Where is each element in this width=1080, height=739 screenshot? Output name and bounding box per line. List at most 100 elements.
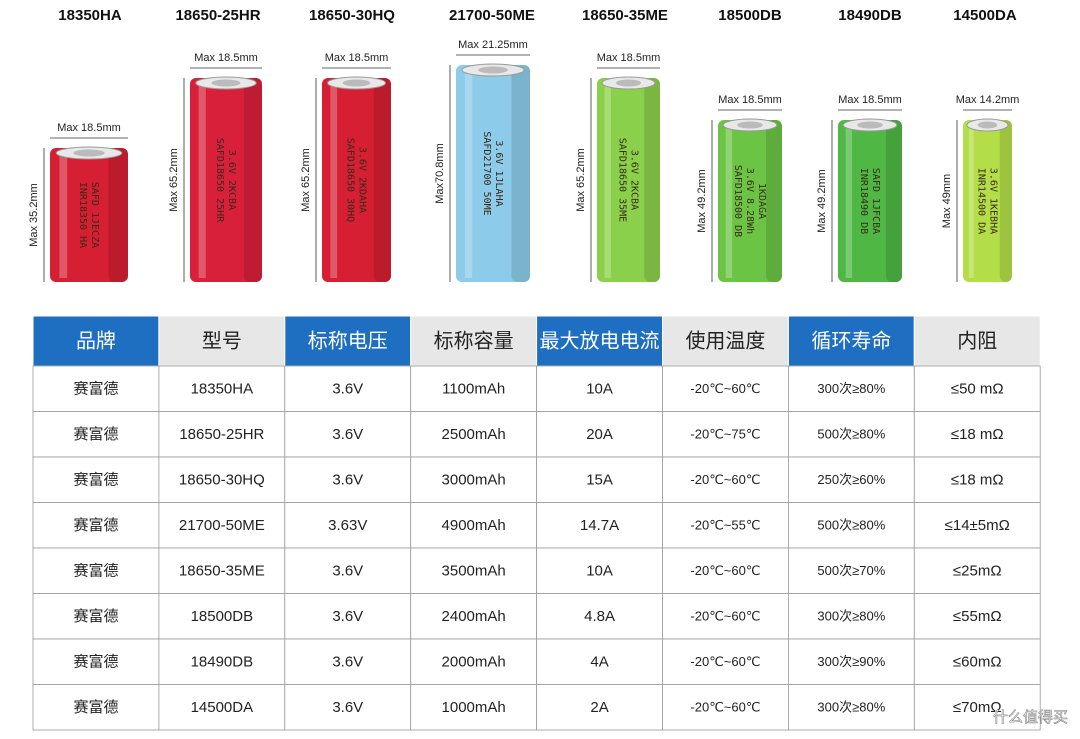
cell-print: SAFD 1JFCBA xyxy=(870,168,881,234)
cell-text: 2500mAh xyxy=(442,426,506,443)
battery-shade xyxy=(373,78,391,282)
cell-text: 赛富德 xyxy=(73,607,118,625)
table-cell xyxy=(158,547,286,594)
cell-text: 3.6V xyxy=(332,426,363,443)
cell-text: ≤14±5mΩ xyxy=(945,517,1010,534)
width-label: Max 18.5mm xyxy=(194,52,258,64)
cell-text: 500次≥80% xyxy=(817,518,885,533)
cell-text: ≤25mΩ xyxy=(953,563,1002,580)
cell-print: SAFD 1JECZA xyxy=(89,182,100,248)
battery-cap xyxy=(977,121,998,129)
cell-print: INR18350 HA xyxy=(77,182,88,248)
cell-text: 赛富德 xyxy=(73,516,118,534)
table-cell xyxy=(284,365,412,412)
height-label: Max 49mm xyxy=(941,174,953,228)
battery-shade xyxy=(511,65,530,282)
header-text: 最大放电电流 xyxy=(540,329,660,352)
cell-text: 18650-30HQ xyxy=(179,472,265,489)
table-cell xyxy=(536,547,663,594)
header-text: 品牌 xyxy=(76,329,116,352)
table-cell xyxy=(788,502,915,549)
header-text: 使用温度 xyxy=(685,329,765,352)
battery-cap xyxy=(211,79,241,87)
cell-text: 18350HA xyxy=(191,381,254,398)
cell-text: ≤50 mΩ xyxy=(951,381,1004,398)
cell-text: 赛富德 xyxy=(73,653,118,671)
width-label: Max 21.25mm xyxy=(458,39,528,51)
table-cell xyxy=(788,411,915,458)
width-label: Max 18.5mm xyxy=(57,122,121,134)
battery-cap xyxy=(342,79,371,87)
cell-text: -20℃~60℃ xyxy=(690,700,760,715)
cell-text: 14.7A xyxy=(580,517,619,534)
table-cell xyxy=(32,547,160,594)
width-label: Max 18.5mm xyxy=(325,52,389,64)
table-cell xyxy=(410,411,538,458)
battery-name: 18500DB xyxy=(718,7,782,24)
header-cell xyxy=(284,315,412,367)
height-label: Max 35.2mm xyxy=(28,183,40,247)
battery-cap xyxy=(737,121,763,129)
battery-body xyxy=(50,148,128,282)
cell-text: 3.6V xyxy=(332,654,363,671)
cell-text: 3000mAh xyxy=(442,472,506,489)
battery-name: 18650-30HQ xyxy=(309,7,395,24)
cell-text: 18500DB xyxy=(191,608,254,625)
table-cell xyxy=(284,456,412,503)
cell-text: 赛富德 xyxy=(73,380,118,398)
cell-print: SAFD18650 35ME xyxy=(617,138,628,222)
cell-text: 10A xyxy=(586,381,613,398)
table-cell xyxy=(662,365,789,412)
cell-print: SAFD21700 50ME xyxy=(481,131,492,215)
table-cell xyxy=(662,593,789,640)
table-cell xyxy=(662,456,789,503)
table-cell xyxy=(788,365,915,412)
table-cell xyxy=(410,684,538,731)
cell-text: 2A xyxy=(590,699,608,716)
battery-body xyxy=(322,78,391,282)
cell-text: -20℃~60℃ xyxy=(690,654,760,669)
cell-text: 3.6V xyxy=(332,472,363,489)
cell-print: 1KDAGA xyxy=(756,183,767,219)
header-cell xyxy=(410,315,538,367)
cell-text: 500次≥70% xyxy=(817,563,885,578)
cell-print: 3.6V 2KDAHA xyxy=(357,147,368,213)
battery-name: 18490DB xyxy=(838,7,902,24)
cell-text: 300次≥90% xyxy=(817,654,885,669)
cell-text: 2400mAh xyxy=(442,608,506,625)
table-cell xyxy=(32,365,160,412)
table-cell xyxy=(32,684,160,731)
battery-name: 18650-25HR xyxy=(175,7,260,24)
cell-text: -20℃~60℃ xyxy=(690,563,760,578)
battery-body xyxy=(190,78,262,282)
cell-print: SAFD18500 DB xyxy=(732,165,743,237)
cell-text: 赛富德 xyxy=(73,698,118,716)
header-cell xyxy=(913,315,1041,367)
cell-text: ≤55mΩ xyxy=(953,608,1002,625)
battery-body xyxy=(718,120,782,282)
cell-text: 3.63V xyxy=(328,517,367,534)
cell-text: -20℃~55℃ xyxy=(690,518,760,533)
header-text: 内阻 xyxy=(957,329,997,352)
table-cell xyxy=(32,411,160,458)
battery-cap xyxy=(478,66,508,74)
table-cell xyxy=(913,684,1041,731)
battery-shine xyxy=(330,82,338,278)
cell-text: 3500mAh xyxy=(442,563,506,580)
cell-text: 1100mAh xyxy=(442,381,505,398)
table-cell xyxy=(662,547,789,594)
cell-text: 250次≥60% xyxy=(817,472,885,487)
battery-shade xyxy=(886,120,902,282)
table-cell xyxy=(913,502,1041,549)
table-cell xyxy=(32,593,160,640)
battery-shine xyxy=(464,69,473,278)
cell-text: 3.6V xyxy=(332,381,363,398)
cell-text: 3.6V xyxy=(332,699,363,716)
cell-text: 赛富德 xyxy=(73,425,118,443)
cell-text: ≤18 mΩ xyxy=(951,472,1004,489)
table-cell xyxy=(410,593,538,640)
table-cell xyxy=(284,411,412,458)
cell-text: 3.6V xyxy=(332,608,363,625)
table-cell xyxy=(913,456,1041,503)
